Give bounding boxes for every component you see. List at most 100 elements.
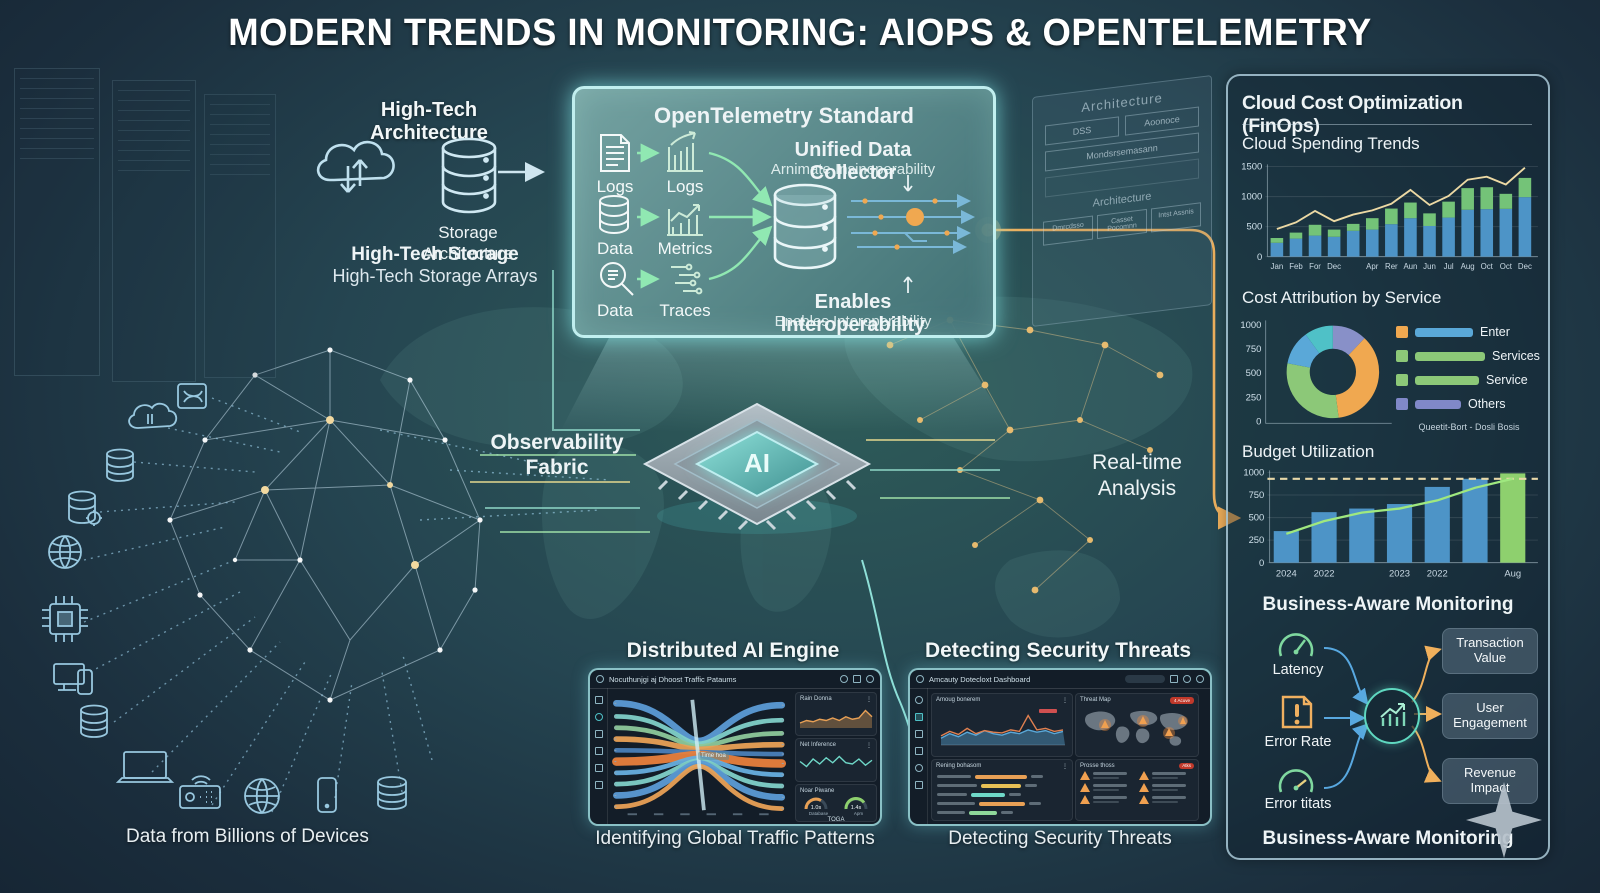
copy-icon [1170,675,1178,683]
document-icon [600,134,630,172]
dashboard-sidebar [910,688,928,824]
backdrop-box: Aoonoce [1125,106,1199,136]
devices-caption: Data from Billions of Devices [126,826,369,847]
ranking-panel: Rening bohasom ⋮ [931,759,1073,821]
svg-text:Apr: Apr [1366,262,1379,271]
database-icon [80,704,108,738]
gear-icon [1196,675,1204,683]
high-tech-storage-label: High-Tech Storage [351,244,519,265]
realtime-analysis-label: Real-time Analysis [1092,451,1182,501]
latency-label: Latency [1272,662,1324,678]
window-titlebar: Nocuthunjgi aj Dhoost Traffic Pataums [590,670,880,689]
database-icon [377,776,407,810]
chip-icon [42,596,88,642]
database-icon [599,195,629,235]
security-dashboard: Amcauty Dotecloxt Dashboard Amoug bonere… [908,668,1212,826]
chip-label: AI [744,448,770,478]
svg-text:Jun: Jun [1423,262,1436,271]
page-title: MODERN TRENDS IN MONITORING: AIOPS & OPE… [228,12,1372,54]
server-rack [14,68,100,376]
rain-panel: Rain Donna ⋮ [795,692,877,736]
svg-text:1000: 1000 [1240,320,1261,331]
inference-panel: Net Inference ⋮ [795,738,877,782]
svg-text:1.0s: 1.0s [811,805,822,811]
window-title: Amcauty Dotecloxt Dashboard [929,674,1031,684]
smartphone-icon [317,777,337,813]
row2-source-label: Data [597,239,633,258]
router-icon [179,775,221,809]
bell-icon [1183,675,1191,683]
finops-panel: Cloud Cost Optimization (FinOps) Cloud S… [1226,74,1550,860]
bar-chart-icon [667,131,703,172]
svg-text:Oct: Oct [1481,262,1494,271]
svg-text:250: 250 [1249,534,1265,545]
storage-database-icon [441,137,497,214]
transaction-value-box: Transaction Value [1442,628,1538,674]
shuffle-icon [177,383,207,409]
svg-text:750: 750 [1246,344,1262,355]
backdrop-box: Intst Assnis [1151,202,1201,233]
otel-title: OpenTelemetry Standard [654,103,914,128]
database-gear-icon [68,490,102,526]
ai-engine-heading: Distributed AI Engine [626,639,840,662]
database-icon [106,448,134,482]
svg-text:500: 500 [1249,512,1265,523]
enables-title: Enables Interoperability [780,291,926,336]
observability-fabric-label: Observability Fabric [490,431,624,480]
ai-engine-caption: Identifying Global Traffic Patterns [595,828,875,849]
collector-database-icon [773,183,837,270]
budget-chart: 0 250 500 750 1000 2024 2022 2023 2022 Aug [1243,467,1538,578]
error-rate-label: Error Rate [1264,734,1332,750]
business-footer: Business-Aware Monitoring [1262,828,1514,849]
svg-text:Feb: Feb [1289,262,1303,271]
ai-engine-dashboard: Nocuthunjgi aj Dhoost Traffic Pataums Ti… [588,668,882,826]
svg-text:Oct: Oct [1500,262,1513,271]
mesh-nodes [167,347,483,703]
svg-text:Aug: Aug [1504,567,1521,578]
server-rack [204,94,276,378]
svg-text:Aug: Aug [1461,262,1475,271]
svg-text:500: 500 [1246,221,1262,232]
cloud-download-icon [316,140,395,182]
cloud-to-storage [316,140,395,193]
backdrop-box: Dmrcdsso [1043,215,1093,246]
analytics-hub-icon [1364,688,1420,744]
window-titlebar: Amcauty Dotecloxt Dashboard [910,670,1210,689]
threat-list-panel: Prosse thoss Atks [1075,759,1199,821]
ai-chip: AI [642,402,872,534]
svg-text:1.4s: 1.4s [851,805,862,811]
active-threats-badge: 4 Acuve [1169,697,1194,704]
collector-title: Unified Data Collector [794,139,912,184]
devices-icon [53,663,93,695]
backdrop-box: Casset Pocomnn [1097,208,1147,240]
spending-title: Cloud Spending Trends [1242,134,1420,153]
svg-text:2023: 2023 [1389,567,1410,578]
latency-gauge-icon [1278,633,1314,657]
chip-pins [657,479,857,531]
svg-text:0: 0 [1257,251,1262,262]
opentelemetry-panel: OpenTelemetry Standard [572,86,996,338]
cloud-upload-icon [128,402,178,429]
svg-text:For: For [1309,262,1321,271]
layout-icon [853,675,861,683]
finops-title: Cloud Cost Optimization (FinOps) [1242,92,1463,137]
attribution-title: Cost Attribution by Service [1242,288,1442,307]
security-caption: Detecting Security Threats [948,828,1172,849]
row3-source-label: Data [597,301,633,320]
device-icons [42,383,407,814]
row3-target-label: Traces [659,301,711,320]
globe-icon [244,778,280,814]
filter-pill [1125,675,1165,683]
enables-subtitle: Enables Interoperability [774,313,932,330]
backdrop-box: DSS [1045,116,1119,146]
svg-text:1000: 1000 [1241,191,1262,202]
svg-text:Jul: Jul [1444,262,1454,271]
error-gauge-icon [1278,769,1314,793]
row1-target-label: Logs [666,177,704,196]
business-flow: Latency Error Rate Error titats Transact… [1228,622,1548,818]
divider [1242,124,1532,125]
svg-text:250: 250 [1246,392,1262,403]
gauge-icon: 1.0s [804,797,828,811]
panel-glow-rays [560,332,1012,432]
